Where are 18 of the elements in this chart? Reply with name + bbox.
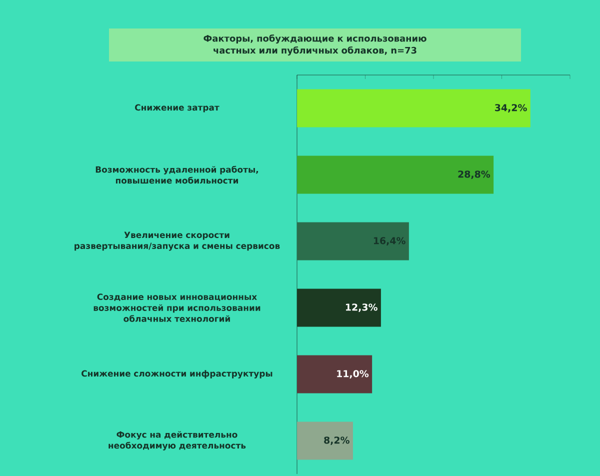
- y-tick-label: Снижение затрат: [135, 104, 220, 112]
- y-tick-label: Фокус на действительно необходимую деятельность: [108, 431, 246, 450]
- y-tick-label: Возможность удаленной работы, повышение мобильности: [96, 166, 258, 184]
- data-label: 34,2%: [495, 104, 527, 112]
- bar: [297, 89, 530, 128]
- bar: [297, 422, 353, 460]
- data-label: 28,8%: [458, 170, 490, 179]
- y-tick-label: Создание новых инновационных возможностей при использовании облачных технологий: [94, 294, 260, 322]
- y-tick-label: Увеличение скорости развертывания/запуска и смены сервисов: [74, 232, 280, 251]
- bar: [297, 222, 409, 260]
- data-label: 12,3%: [346, 304, 378, 312]
- y-tick-label: Снижение сложности инфраструктуры: [82, 370, 272, 378]
- data-label: 8,2%: [324, 436, 350, 445]
- bar: [297, 355, 372, 394]
- chart-title: Факторы, побуждающие к использованию частных или публичных облаков, n=73: [204, 34, 426, 56]
- data-label: 11,0%: [337, 370, 369, 378]
- bar: [297, 156, 494, 194]
- data-label: 16,4%: [374, 237, 406, 246]
